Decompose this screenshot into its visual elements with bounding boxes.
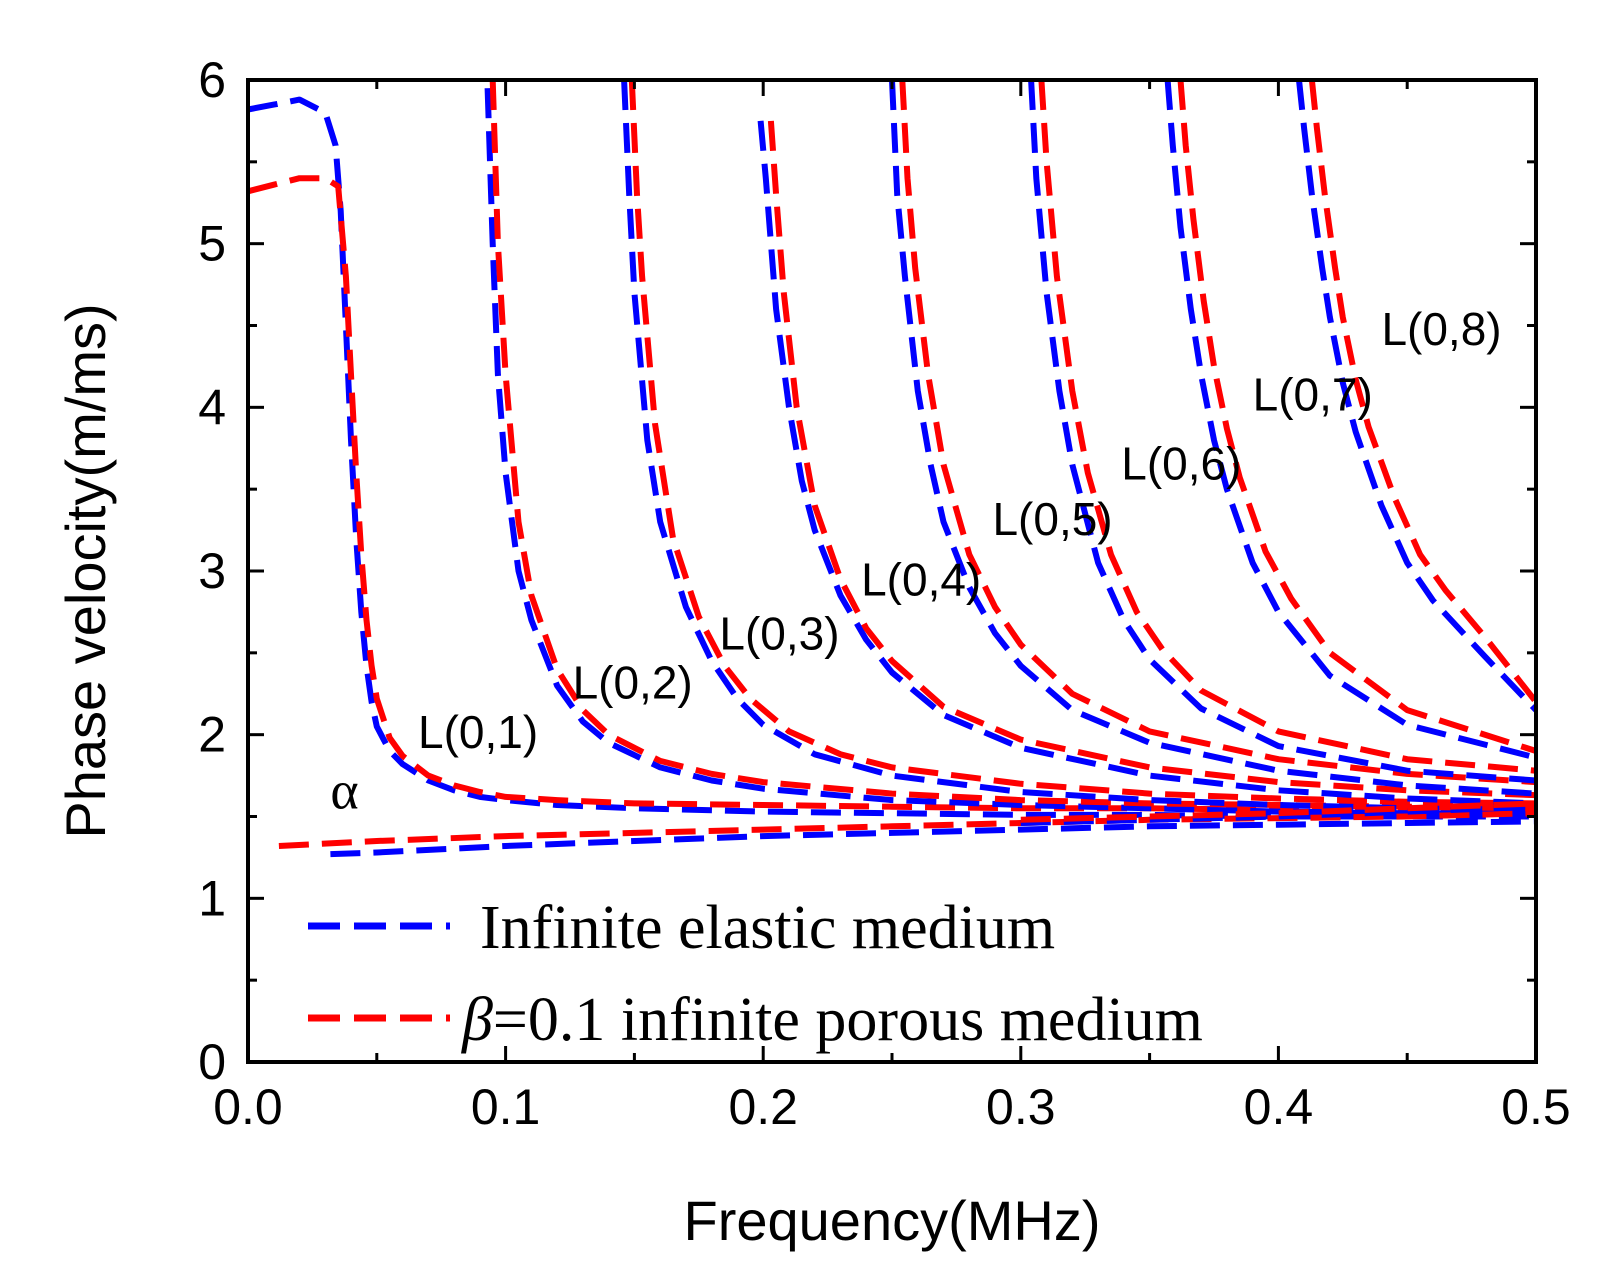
series-line-elastic--16 xyxy=(330,818,1537,858)
series-line-elastic-l04-6 xyxy=(757,120,1537,807)
mode-label-07: L(0,7) xyxy=(1253,369,1373,421)
y-tick-label: 0 xyxy=(198,1034,226,1090)
series-line-elastic-l07-12 xyxy=(1164,79,1537,761)
mode-label-06: L(0,6) xyxy=(1121,437,1241,489)
legend-label-elastic: Infinite elastic medium xyxy=(480,894,1055,962)
series-line-porous--17 xyxy=(278,810,1537,849)
x-tick-label: 0.1 xyxy=(471,1079,541,1135)
series-line-porous-l01-1 xyxy=(247,175,1537,815)
mode-label-03: L(0,3) xyxy=(719,608,839,660)
y-tick-label: 5 xyxy=(198,216,226,272)
x-tick-label: 0.2 xyxy=(728,1079,798,1135)
mode-label-05: L(0,5) xyxy=(992,493,1112,545)
legend-label-porous: β=0.1 infinite porous medium xyxy=(461,986,1203,1054)
y-tick-label: 2 xyxy=(198,707,226,763)
legend-porous-text: =0.1 infinite porous medium xyxy=(493,986,1203,1054)
mode-label-01: L(0,1) xyxy=(418,706,538,758)
series-line-porous-l04-7 xyxy=(767,120,1537,799)
x-tick-label: 0.0 xyxy=(213,1079,283,1135)
y-tick-label: 4 xyxy=(198,379,226,435)
alpha-mode-label: α xyxy=(330,760,358,820)
x-tick-label: 0.4 xyxy=(1244,1079,1314,1135)
legend-beta-symbol: β xyxy=(461,986,493,1054)
ticks-layer: 0.0 0.1 0.2 0.3 0.4 0.5 0 1 2 3 4 5 6 xyxy=(198,52,1571,1135)
legend: Infinite elastic medium β=0.1 infinite p… xyxy=(308,894,1203,1054)
series-line-porous-l07-13 xyxy=(1177,79,1537,754)
x-axis-title: Frequency(MHz) xyxy=(684,1189,1101,1252)
mode-label-04: L(0,4) xyxy=(861,554,981,606)
y-tick-label: 1 xyxy=(198,870,226,926)
series-line-elastic-l06-10 xyxy=(1028,79,1537,784)
series-line-elastic-l08-14 xyxy=(1296,79,1539,713)
mode-label-08: L(0,8) xyxy=(1381,303,1501,355)
y-tick-label: 3 xyxy=(198,543,226,599)
series-line-elastic-l02-2 xyxy=(484,88,1536,817)
series-line-porous-l02-3 xyxy=(489,79,1537,812)
annotation-layer: αL(0,1)L(0,2)L(0,3)L(0,4)L(0,5)L(0,6)L(0… xyxy=(330,303,1501,820)
series-layer xyxy=(247,79,1539,858)
x-tick-label: 0.5 xyxy=(1501,1079,1571,1135)
series-line-elastic-l01-0 xyxy=(247,96,1536,820)
y-tick-label: 6 xyxy=(198,52,226,108)
series-line-porous-l03-5 xyxy=(628,79,1537,807)
series-line-elastic-l03-4 xyxy=(621,79,1537,813)
series-line-porous-l06-11 xyxy=(1038,79,1537,774)
series-line-porous-l05-9 xyxy=(899,79,1537,786)
series-line-elastic-l05-8 xyxy=(889,79,1537,797)
mode-label-02: L(0,2) xyxy=(573,657,693,709)
x-tick-label: 0.3 xyxy=(986,1079,1056,1135)
y-axis-title: Phase velocity(m/ms) xyxy=(54,303,117,838)
series-line-porous-l08-15 xyxy=(1308,79,1539,704)
